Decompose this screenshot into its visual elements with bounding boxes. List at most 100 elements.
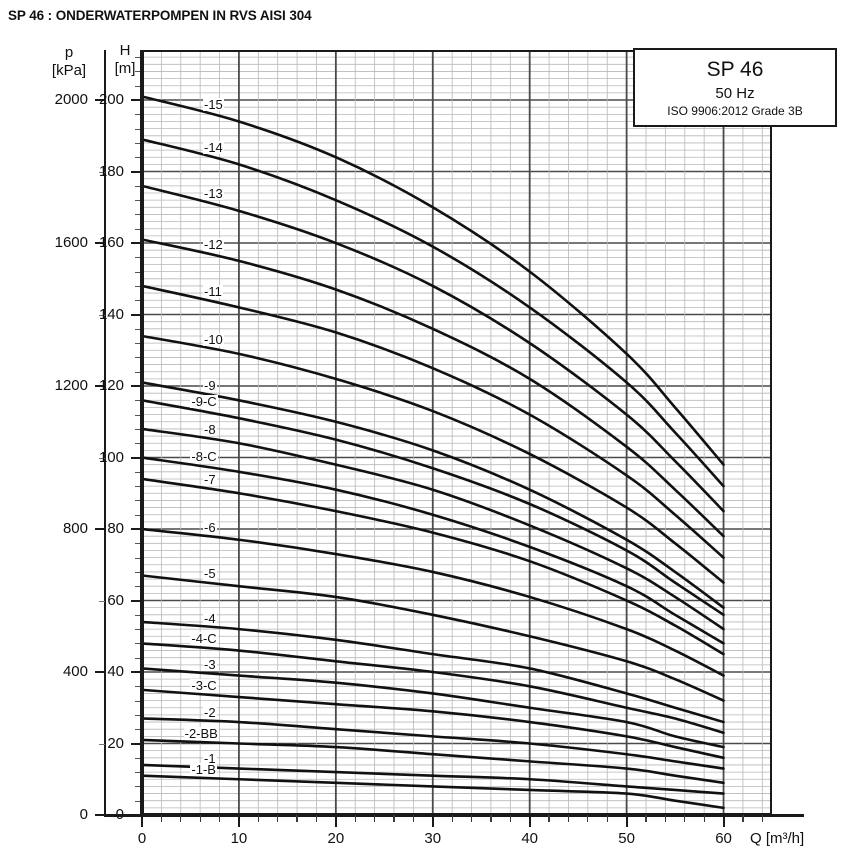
head-minor-tick	[135, 428, 140, 430]
head-minor-tick	[135, 700, 140, 702]
head-tick-mark	[131, 385, 140, 388]
head-minor-tick	[135, 257, 140, 259]
curve-label: -3-C	[190, 677, 218, 693]
flow-minor-tick	[567, 815, 570, 822]
pressure-tick-mark	[95, 814, 106, 816]
flow-axis-unit: Q [m³/h]	[750, 830, 805, 847]
flow-minor-tick	[470, 815, 473, 822]
pressure-tick-mark	[95, 671, 106, 673]
head-minor-tick	[135, 643, 140, 645]
head-tick-label: 140	[98, 305, 124, 323]
curve-label: -8	[203, 422, 217, 438]
head-tick-label: 160	[98, 234, 124, 252]
flow-tick-mark	[528, 815, 531, 827]
head-minor-tick	[135, 228, 140, 230]
head-tick-mark	[131, 599, 140, 602]
head-tick-mark	[131, 742, 140, 745]
head-minor-tick	[135, 557, 140, 559]
curve-label: -12	[203, 237, 224, 253]
pressure-minor-tick	[99, 743, 105, 745]
head-tick-label: 120	[98, 377, 124, 395]
curve-label: -8-C	[190, 448, 218, 464]
head-minor-tick	[135, 357, 140, 359]
head-minor-tick	[135, 729, 140, 731]
pressure-tick-mark	[95, 385, 106, 388]
head-minor-tick	[135, 371, 140, 373]
pressure-axis-unit: [kPa]	[51, 62, 87, 80]
pressure-tick-label: 2000	[54, 91, 88, 109]
head-minor-tick	[135, 414, 140, 416]
head-minor-tick	[135, 486, 140, 488]
flow-minor-tick	[277, 815, 279, 822]
flow-minor-tick	[315, 815, 318, 822]
curve-label: -10	[203, 331, 224, 347]
flow-tick-label: 10	[230, 830, 248, 847]
head-minor-tick	[135, 757, 140, 759]
flow-minor-tick	[645, 815, 647, 822]
head-tick-label: 80	[107, 520, 124, 538]
curve-label: -5	[203, 566, 217, 582]
flow-minor-tick	[373, 815, 376, 822]
head-minor-tick	[135, 71, 140, 73]
head-minor-tick	[135, 586, 140, 588]
pressure-tick-label: 1600	[54, 234, 88, 252]
head-tick-label: 100	[98, 448, 124, 466]
flow-tick-mark	[141, 815, 143, 827]
legend-box: SP 46 50 Hz ISO 9906:2012 Grade 3B	[633, 48, 837, 127]
head-minor-tick	[135, 571, 140, 573]
head-tick-label: 40	[107, 663, 124, 680]
head-minor-tick	[135, 514, 140, 516]
pressure-tick-label: 400	[62, 663, 88, 680]
curve-label: -2	[203, 704, 217, 720]
pressure-tick-label: 1200	[54, 377, 88, 395]
head-tick-mark	[131, 313, 140, 316]
curve-label: -15	[203, 96, 224, 112]
head-tick-label: 60	[107, 591, 124, 609]
page-title: SP 46 : ONDERWATERPOMPEN IN RVS AISI 304	[8, 8, 312, 23]
head-minor-tick	[135, 686, 140, 688]
flow-minor-tick	[218, 815, 221, 822]
head-minor-tick	[135, 142, 140, 144]
head-tick-mark	[131, 170, 140, 173]
head-minor-tick	[135, 800, 140, 802]
head-minor-tick	[135, 614, 140, 616]
head-minor-tick	[135, 500, 140, 502]
head-tick-label: 180	[98, 162, 124, 180]
curve-label: -2-BB	[183, 725, 219, 741]
curve-layer	[142, 95, 725, 810]
legend-frequency: 50 Hz	[715, 84, 755, 102]
flow-tick-mark	[722, 815, 725, 827]
curve-label: -6	[203, 519, 217, 535]
flow-minor-tick	[296, 815, 298, 822]
head-minor-tick	[135, 471, 140, 473]
head-tick-mark	[131, 671, 140, 673]
flow-minor-tick	[412, 815, 415, 822]
head-minor-tick	[135, 85, 140, 87]
flow-tick-label: 20	[327, 830, 345, 847]
head-minor-tick	[135, 543, 140, 545]
head-minor-tick	[135, 786, 140, 788]
pressure-minor-tick	[99, 600, 105, 602]
head-minor-tick	[135, 285, 140, 287]
pressure-minor-tick	[99, 314, 105, 316]
curve-label: -9	[203, 378, 217, 394]
flow-axis-line	[104, 814, 804, 817]
plot-area	[142, 50, 772, 815]
head-minor-tick	[135, 714, 140, 716]
flow-minor-tick	[354, 815, 356, 822]
flow-minor-tick	[664, 815, 667, 822]
head-minor-tick	[135, 214, 140, 216]
flow-tick-label: 0	[137, 830, 147, 847]
head-minor-tick	[135, 629, 140, 631]
head-minor-tick	[135, 400, 140, 402]
flow-tick-label: 30	[424, 830, 442, 847]
head-minor-tick	[135, 185, 140, 187]
flow-minor-tick	[742, 815, 744, 822]
flow-tick-mark	[334, 815, 337, 827]
flow-minor-tick	[548, 815, 550, 822]
pressure-axis-symbol: p	[64, 44, 74, 61]
pressure-tick-label: 0	[79, 806, 88, 823]
flow-minor-tick	[160, 815, 163, 822]
head-tick-mark	[131, 456, 140, 459]
